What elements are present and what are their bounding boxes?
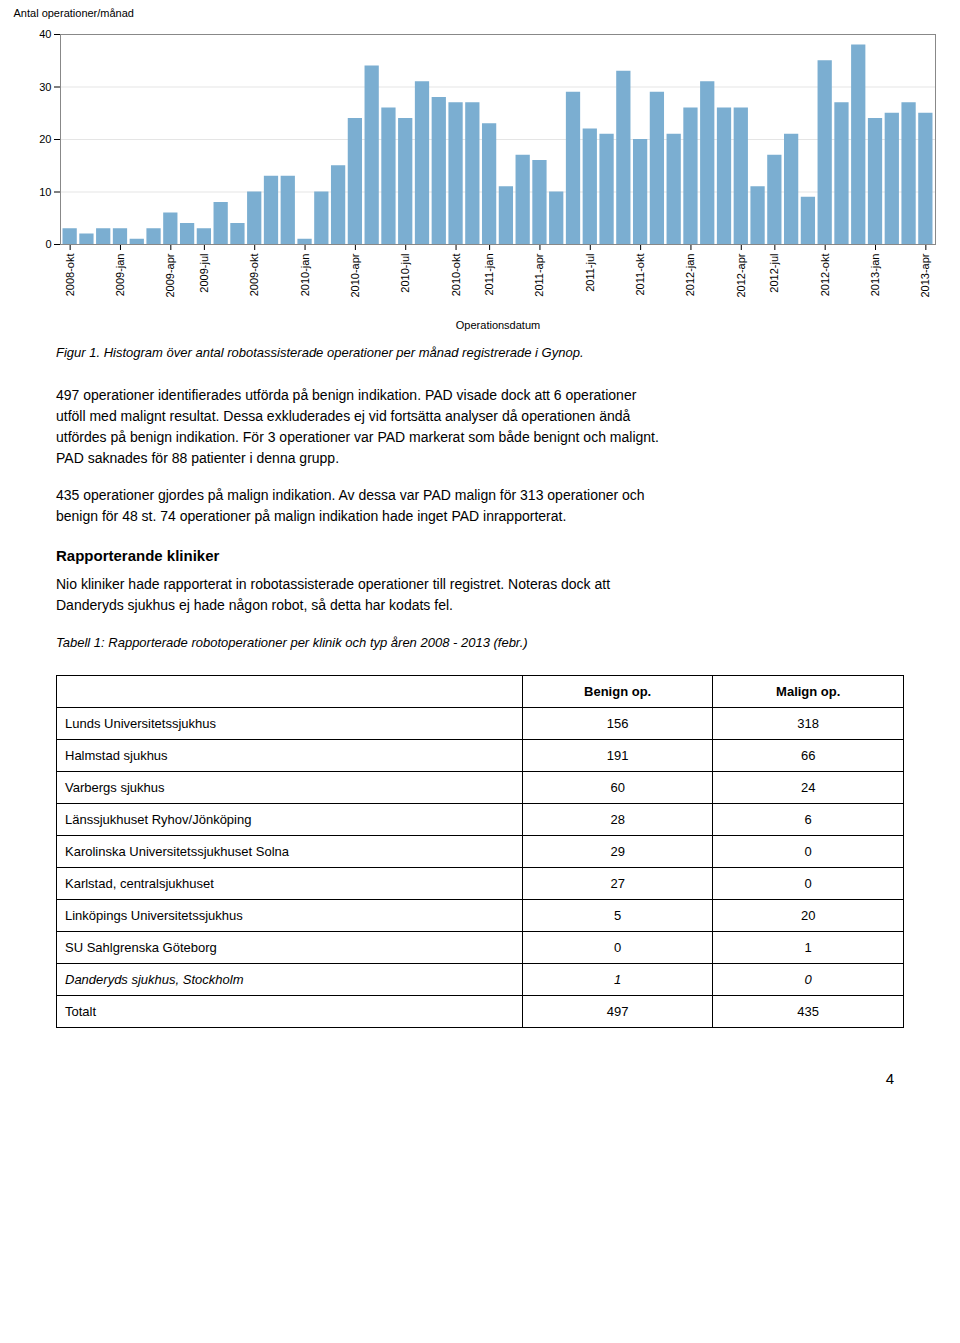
svg-text:2009-jul: 2009-jul [198, 254, 210, 293]
svg-text:2009-okt: 2009-okt [248, 254, 260, 297]
html-text:4: 4 [885, 1070, 894, 1087]
html-text:6: 6 [804, 812, 812, 827]
html-text:0: 0 [804, 844, 812, 859]
svg-text:2008-okt: 2008-okt [64, 254, 76, 297]
svg-text:20: 20 [39, 133, 51, 145]
svg-text:2012-okt: 2012-okt [819, 254, 831, 297]
html-text:utföll med malignt resultat. D: utföll med malignt resultat. Dessa exklu… [56, 408, 631, 424]
svg-text:2013-jan: 2013-jan [869, 254, 881, 297]
html-text:SU Sahlgrenska Göteborg: SU Sahlgrenska Göteborg [65, 940, 217, 955]
html-text:utfördes på benign indikation.: utfördes på benign indikation. För 3 ope… [56, 429, 659, 445]
html-text:Rapporterande kliniker: Rapporterande kliniker [56, 547, 220, 564]
svg-text:2013-apr: 2013-apr [919, 253, 931, 297]
html-text:20: 20 [801, 908, 816, 923]
html-text:191: 191 [606, 748, 629, 763]
svg-text:2010-jan: 2010-jan [299, 254, 311, 297]
html-text:Karlstad, centralsjukhuset: Karlstad, centralsjukhuset [65, 876, 214, 891]
html-text:156: 156 [606, 716, 629, 731]
html-text:benign för 48 st. 74 operation: benign för 48 st. 74 operationer på mali… [56, 508, 567, 524]
svg-text:Antal operationer/månad: Antal operationer/månad [14, 7, 134, 19]
html-text:Danderyds sjukhus, Stockholm: Danderyds sjukhus, Stockholm [65, 972, 244, 987]
svg-text:2010-apr: 2010-apr [349, 253, 361, 297]
html-text:28: 28 [610, 812, 625, 827]
html-text:Figur 1. Histogram över antal: Figur 1. Histogram över antal robotassis… [56, 345, 584, 360]
html-text:0: 0 [614, 940, 622, 955]
svg-text:Operationsdatum: Operationsdatum [456, 319, 540, 331]
html-text:66: 66 [801, 748, 816, 763]
svg-text:40: 40 [39, 28, 51, 40]
html-text:435 operationer gjordes på mal: 435 operationer gjordes på malign indika… [56, 487, 645, 503]
html-text:1: 1 [804, 940, 812, 955]
svg-text:30: 30 [39, 81, 51, 93]
html-text:0: 0 [804, 876, 812, 891]
svg-text:2012-jan: 2012-jan [684, 254, 696, 297]
svg-text:10: 10 [39, 186, 51, 198]
html-text:318: 318 [797, 716, 820, 731]
html-text:5: 5 [614, 908, 622, 923]
html-text:Totalt: Totalt [65, 1004, 97, 1019]
html-text:24: 24 [801, 780, 816, 795]
html-text:Tabell 1: Rapporterade robotop: Tabell 1: Rapporterade robotoperationer … [56, 635, 528, 650]
html-text:Halmstad sjukhus: Halmstad sjukhus [65, 748, 168, 763]
svg-text:2009-apr: 2009-apr [164, 253, 176, 297]
html-text:Nio kliniker hade rapporterat: Nio kliniker hade rapporterat in robotas… [56, 576, 611, 592]
svg-text:2011-jul: 2011-jul [584, 254, 596, 292]
html-text:0: 0 [804, 972, 812, 987]
svg-text:2009-jan: 2009-jan [114, 254, 126, 297]
html-text:497: 497 [606, 1004, 629, 1019]
svg-text:2012-apr: 2012-apr [735, 253, 747, 297]
svg-text:2011-jan: 2011-jan [483, 254, 495, 296]
svg-text:0: 0 [45, 238, 51, 250]
html-text:Varbergs sjukhus: Varbergs sjukhus [65, 780, 165, 795]
html-text:1: 1 [614, 972, 622, 987]
svg-text:2011-okt: 2011-okt [634, 254, 646, 296]
svg-text:2010-jul: 2010-jul [399, 254, 411, 293]
svg-text:2010-okt: 2010-okt [450, 254, 462, 297]
html-text:Malign op.: Malign op. [776, 684, 841, 699]
html-text:Länssjukhuset Ryhov/Jönköping: Länssjukhuset Ryhov/Jönköping [65, 812, 252, 827]
html-text:497 operationer identifierades: 497 operationer identifierades utförda p… [56, 387, 637, 403]
svg-text:2012-jul: 2012-jul [768, 254, 780, 293]
html-text:27: 27 [610, 876, 625, 891]
html-text:Benign op.: Benign op. [584, 684, 652, 699]
html-text:60: 60 [610, 780, 625, 795]
html-text:Lunds Universitetssjukhus: Lunds Universitetssjukhus [65, 716, 216, 731]
html-text:PAD saknades för 88 patienter: PAD saknades för 88 patienter i denna gr… [56, 450, 339, 466]
html-text:Linköpings Universitetssjukhus: Linköpings Universitetssjukhus [65, 908, 243, 923]
html-text:435: 435 [797, 1004, 820, 1019]
html-text:Danderyds sjukhus ej hade någo: Danderyds sjukhus ej hade någon robot, s… [56, 597, 453, 613]
html-text:Karolinska Universitetssjukhus: Karolinska Universitetssjukhuset Solna [65, 844, 289, 859]
svg-text:2011-apr: 2011-apr [533, 253, 545, 297]
html-text:29: 29 [610, 844, 625, 859]
